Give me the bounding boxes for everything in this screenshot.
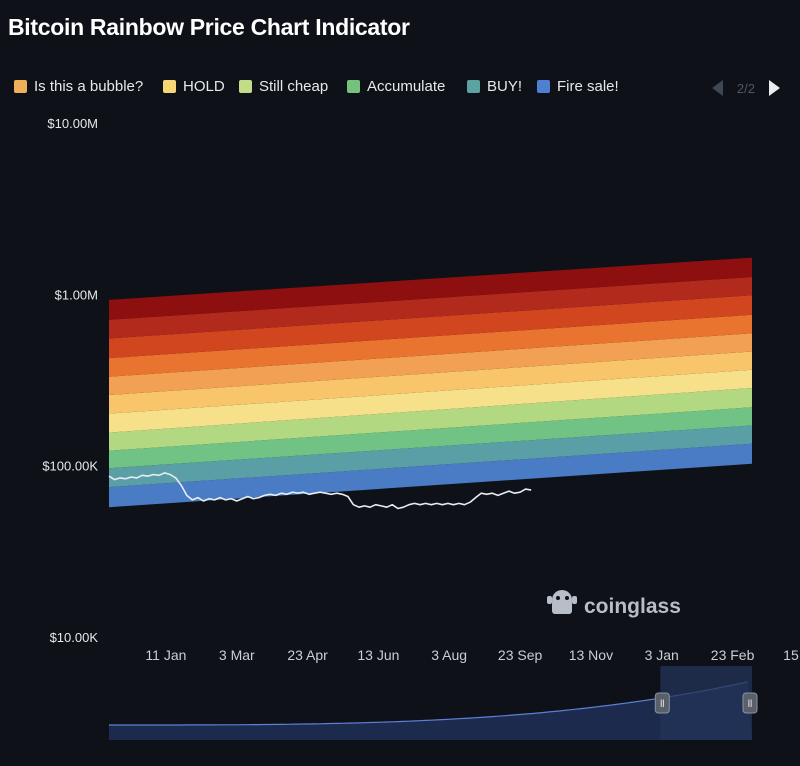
legend-label-buy: BUY! xyxy=(487,78,523,95)
x-tick-label: 23 Sep xyxy=(498,647,543,663)
legend-pager: 2/2 xyxy=(711,80,780,96)
handle-right-grip-icon: ll xyxy=(748,699,752,710)
legend-item-accumulate[interactable]: Accumulate xyxy=(347,78,445,95)
navigator-area xyxy=(109,681,752,740)
legend-item-still-cheap[interactable]: Still cheap xyxy=(239,78,328,95)
legend-label-accumulate: Accumulate xyxy=(367,78,446,95)
legend-item-bubble[interactable]: Is this a bubble? xyxy=(14,78,143,95)
legend-label-bubble: Is this a bubble? xyxy=(34,78,144,95)
x-tick-label: 13 Nov xyxy=(569,647,613,663)
legend-swatch-bubble xyxy=(14,80,27,93)
legend-swatch-buy xyxy=(467,80,480,93)
legend-label-fire-sale: Fire sale! xyxy=(557,78,619,95)
coinglass-logo-icon xyxy=(547,590,577,614)
rainbow-band xyxy=(109,407,752,469)
y-axis: $10.00M $1.00M $100.00K $10.00K xyxy=(42,116,98,645)
legend-swatch-fire-sale xyxy=(537,80,550,93)
rainbow-band xyxy=(109,369,752,433)
handle-left-grip-icon: ll xyxy=(660,699,664,710)
x-tick-label: 23 Apr xyxy=(287,647,328,663)
rainbow-band xyxy=(109,277,752,339)
legend: Is this a bubble? HOLD Still cheap Accum… xyxy=(14,78,780,100)
watermark-text: coinglass xyxy=(584,595,681,618)
rainbow-band xyxy=(109,257,752,320)
x-tick-label: 13 Jun xyxy=(357,647,399,663)
legend-swatch-accumulate xyxy=(347,80,360,93)
y-tick-label: $100.00K xyxy=(42,459,98,474)
legend-swatch-still-cheap xyxy=(239,80,252,93)
legend-item-buy[interactable]: BUY! xyxy=(467,78,522,95)
navigator-handle-right[interactable]: ll xyxy=(742,692,758,714)
navigator-selection[interactable] xyxy=(660,666,752,740)
navigator-line xyxy=(109,681,748,726)
navigator[interactable]: ll ll xyxy=(109,666,758,740)
y-tick-label: $10.00K xyxy=(50,630,99,645)
pager-prev-icon[interactable] xyxy=(711,80,723,96)
chart-title: Bitcoin Rainbow Price Chart Indicator xyxy=(8,14,410,40)
x-tick-label: 23 Feb xyxy=(711,647,755,663)
pager-next-icon[interactable] xyxy=(769,80,780,96)
rainbow-band xyxy=(109,295,752,359)
rainbow-band xyxy=(109,443,752,508)
rainbow-band xyxy=(109,351,752,414)
x-tick-label: 11 Jan xyxy=(145,647,186,663)
rainbow-band xyxy=(109,314,752,377)
y-tick-label: $1.00M xyxy=(55,287,98,302)
pager-text: 2/2 xyxy=(736,80,755,96)
x-tick-label: 3 Aug xyxy=(431,647,467,663)
rainbow-band xyxy=(109,333,752,395)
rainbow-band xyxy=(109,388,752,451)
y-tick-label: $10.00M xyxy=(47,116,98,131)
watermark: coinglass xyxy=(547,590,681,618)
x-axis: 11 Jan 3 Mar 23 Apr 13 Jun 3 Aug 23 Sep 13 Nov… xyxy=(145,647,800,663)
legend-item-fire-sale[interactable]: Fire sale! xyxy=(537,78,619,95)
x-tick-label: 15 Apr xyxy=(783,647,800,663)
navigator-handle-left[interactable]: ll xyxy=(654,692,670,714)
legend-label-still-cheap: Still cheap xyxy=(259,78,329,95)
rainbow-bands xyxy=(109,257,752,508)
rainbow-band xyxy=(109,425,752,488)
price-line xyxy=(108,472,532,510)
x-tick-label: 3 Jan xyxy=(645,647,679,663)
legend-label-hold: HOLD xyxy=(183,78,225,95)
legend-swatch-hold xyxy=(163,80,176,93)
x-tick-label: 3 Mar xyxy=(219,647,255,663)
legend-item-hold[interactable]: HOLD xyxy=(163,78,225,95)
